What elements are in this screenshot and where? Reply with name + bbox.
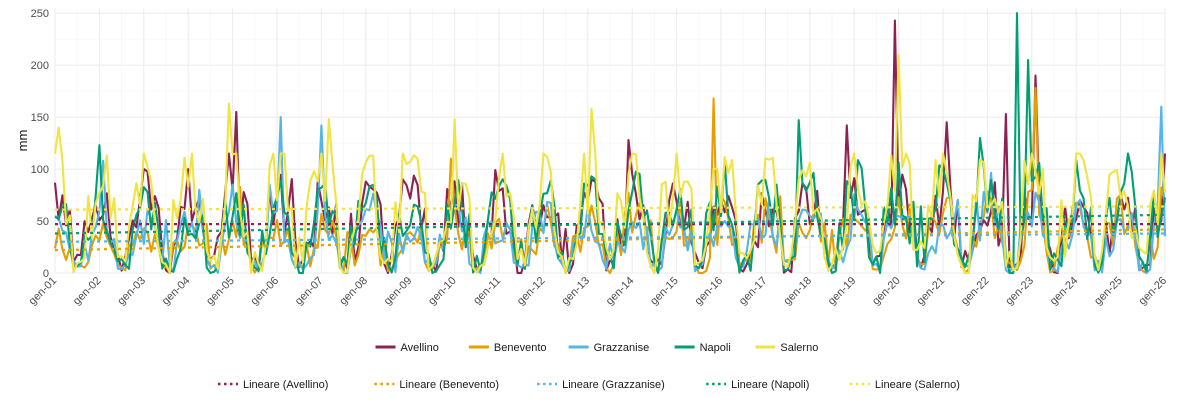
series-legend: Avellino Benevento Grazzanise Napoli Salerno [375, 342, 818, 354]
x-tick-label: gen-24 [1048, 275, 1081, 308]
x-tick-label: gen-22 [959, 275, 992, 308]
series-line-benevento [53, 86, 1167, 275]
x-tick-label: gen-14 [604, 275, 637, 308]
series-legend-label: Avellino [401, 342, 439, 354]
x-tick-label: gen-21 [915, 275, 948, 308]
x-tick-label: gen-06 [249, 275, 282, 308]
series-line-salerno [53, 53, 1167, 275]
x-tick-label: gen-26 [1137, 275, 1170, 308]
series-line-grazzanise [54, 105, 1167, 275]
y-tick-label: 0 [43, 268, 49, 280]
x-tick-label: gen-02 [71, 275, 104, 308]
x-tick-label: gen-15 [648, 275, 681, 308]
x-tick-label: gen-20 [870, 275, 903, 308]
x-tick-label: gen-10 [426, 275, 459, 308]
x-tick-label: gen-09 [382, 275, 415, 308]
x-tick-label: gen-13 [559, 275, 592, 308]
series-legend-label: Napoli [700, 342, 731, 354]
x-tick-label: gen-08 [337, 275, 370, 308]
trend-legend: Lineare (Avellino) Lineare (Benevento) Lin… [218, 379, 960, 391]
y-tick-label: 150 [31, 112, 49, 124]
series-legend-label: Grazzanise [594, 342, 650, 354]
series-lines [53, 12, 1167, 275]
trend-line-napoli [54, 213, 1166, 235]
x-tick-label: gen-05 [204, 275, 237, 308]
trend-line-salerno [54, 205, 1166, 211]
y-tick-label: 100 [31, 164, 49, 176]
x-tick-label: gen-11 [471, 275, 503, 307]
x-tick-label: gen-07 [293, 275, 326, 308]
trend-legend-label: Lineare (Avellino) [243, 379, 328, 391]
x-tick-label: gen-18 [781, 275, 814, 308]
x-tick-label: gen-03 [115, 275, 148, 308]
trend-legend-label: Lineare (Salerno) [875, 379, 960, 391]
trend-legend-label: Lineare (Benevento) [399, 379, 499, 391]
x-tick-label: gen-04 [160, 275, 193, 308]
y-tick-label: 200 [31, 60, 49, 72]
trend-legend-label: Lineare (Grazzanise) [562, 379, 665, 391]
x-tick-label: gen-17 [737, 275, 770, 308]
trend-line-grazzanise [54, 232, 1166, 243]
y-tick-label: 250 [31, 8, 49, 20]
trend-lines [54, 205, 1166, 252]
y-axis-title: mm [15, 130, 30, 152]
x-tick-label: gen-16 [693, 275, 726, 308]
series-legend-label: Benevento [494, 342, 547, 354]
series-legend-label: Salerno [780, 342, 818, 354]
trend-line-benevento [54, 228, 1166, 252]
x-tick-label: gen-25 [1092, 275, 1125, 308]
x-tick-label: gen-12 [515, 275, 548, 308]
y-tick-label: 50 [37, 216, 49, 228]
trend-legend-label: Lineare (Napoli) [731, 379, 809, 391]
x-tick-label: gen-23 [1003, 275, 1036, 308]
series-line-napoli [54, 12, 1167, 275]
x-tick-label: gen-19 [826, 275, 859, 308]
